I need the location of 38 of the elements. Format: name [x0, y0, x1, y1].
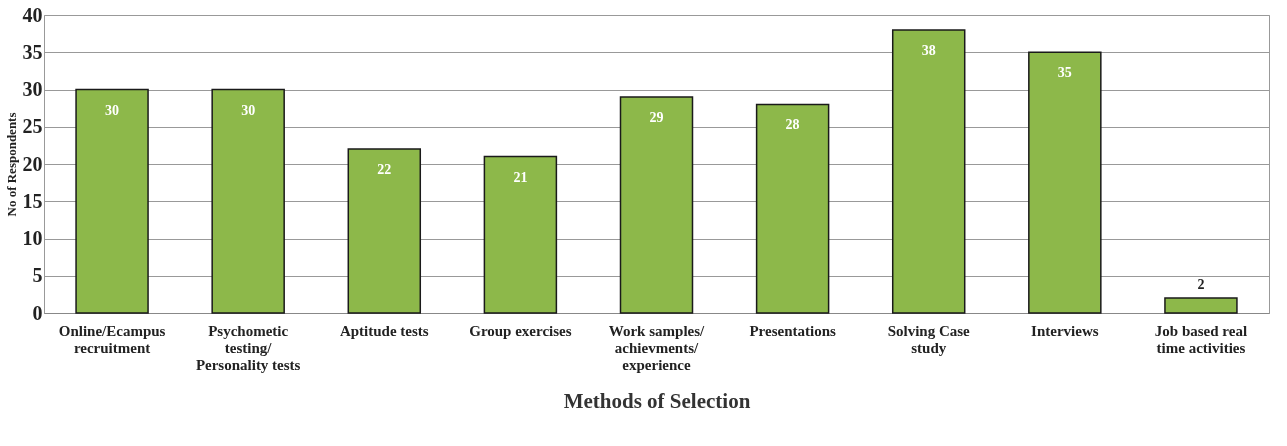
x-tick-label: Work samples/ achievments/ experience	[608, 322, 706, 373]
bar	[755, 103, 830, 314]
x-tick-label: Online/Ecampus recruitment	[58, 322, 166, 356]
bar	[347, 148, 422, 314]
x-tick-label: Interviews	[1031, 322, 1099, 339]
data-label: 28	[785, 117, 800, 133]
data-label: 21	[513, 169, 528, 185]
bar	[1028, 51, 1102, 314]
y-tick-label: 20	[22, 152, 43, 175]
x-axis-title: Methods of Selection	[563, 388, 751, 413]
x-tick-label: Psychometic testing/ Personality tests	[195, 322, 301, 373]
x-tick-label: Group exercises	[469, 322, 572, 339]
bar	[211, 88, 285, 314]
x-tick-label: Job based real time activities	[1154, 322, 1248, 356]
bar	[483, 155, 558, 314]
y-tick-label: 10	[22, 227, 43, 249]
y-tick-label: 0	[32, 301, 43, 324]
y-axis-title: No of Respondents	[3, 112, 19, 217]
data-label: 30	[105, 102, 120, 118]
data-label: 35	[1057, 65, 1072, 81]
x-tick-label: Aptitude tests	[339, 322, 429, 339]
data-label: 29	[649, 109, 664, 125]
y-tick-label: 40	[22, 3, 43, 26]
y-tick-label: 35	[22, 40, 43, 63]
data-label: 2	[1197, 277, 1205, 293]
data-label: 30	[241, 102, 256, 118]
bar	[75, 88, 149, 314]
y-tick-label: 5	[32, 264, 43, 287]
x-tick-label: Presentations	[749, 322, 836, 339]
bar	[891, 29, 966, 314]
data-label: 22	[377, 162, 392, 178]
bar	[1164, 297, 1238, 314]
bar	[619, 96, 694, 314]
y-tick-label: 25	[22, 115, 43, 138]
data-label: 38	[921, 42, 936, 58]
y-tick-label: 15	[22, 189, 43, 212]
y-tick-label: 30	[22, 78, 43, 100]
x-tick-label: Solving Case study	[887, 322, 971, 356]
